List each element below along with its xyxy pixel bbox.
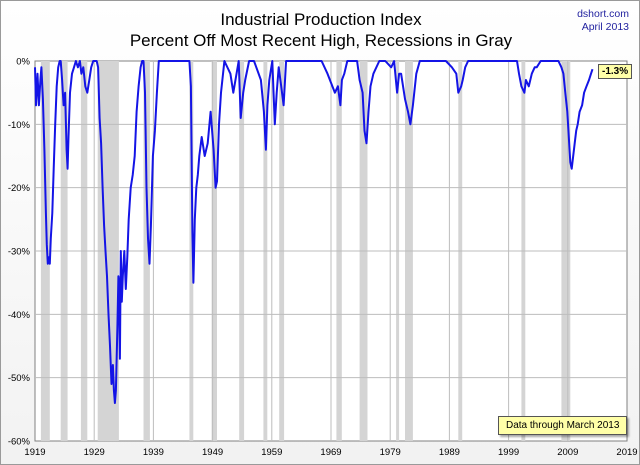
x-tick-label: 1949 <box>202 447 223 458</box>
chart-title-line1: Industrial Production Index <box>220 10 422 29</box>
y-tick-label: 0% <box>16 57 30 68</box>
x-tick-label: 2019 <box>616 447 637 458</box>
chart-title-line2: Percent Off Most Recent High, Recessions… <box>129 31 513 50</box>
data-through-note: Data through March 2013 <box>498 416 628 435</box>
y-tick-label: -30% <box>8 247 31 258</box>
y-axis: 0% -10% -20% -30% -40% -50% -60% <box>8 57 31 448</box>
y-tick-label: -50% <box>8 373 31 384</box>
source-name: dshort.com <box>577 8 629 20</box>
x-tick-label: 1919 <box>24 447 45 458</box>
x-tick-label: 1989 <box>439 447 460 458</box>
grid-lines <box>35 61 627 441</box>
source-credit: dshort.com April 2013 <box>577 8 629 34</box>
x-tick-label: 1999 <box>498 447 519 458</box>
last-value-label: -1.3% <box>598 64 633 79</box>
x-tick-label: 2009 <box>557 447 578 458</box>
x-tick-label: 1969 <box>320 447 341 458</box>
y-tick-label: -40% <box>8 310 31 321</box>
y-tick-label: -10% <box>8 120 31 131</box>
chart-title: Industrial Production Index Percent Off … <box>1 9 640 51</box>
x-tick-label: 1939 <box>143 447 164 458</box>
x-tick-label: 1979 <box>380 447 401 458</box>
y-tick-label: -20% <box>8 183 31 194</box>
x-tick-label: 1929 <box>84 447 105 458</box>
x-axis: 1919 1929 1939 1949 1959 1969 1979 1989 1999 2009… <box>24 447 637 458</box>
x-tick-label: 1959 <box>261 447 282 458</box>
series-line <box>34 60 594 404</box>
source-date: April 2013 <box>581 21 629 33</box>
y-tick-label: -60% <box>8 437 31 448</box>
